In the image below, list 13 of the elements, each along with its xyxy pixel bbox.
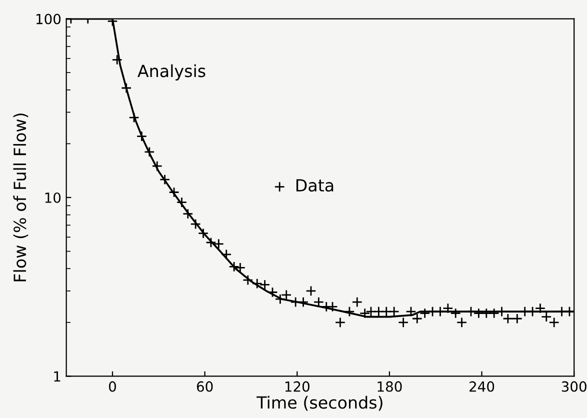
x-tick-label: 300 bbox=[562, 381, 586, 392]
series-label: Analysis bbox=[138, 64, 206, 80]
x-tick-label: 0 bbox=[108, 381, 116, 392]
x-tick-label: 180 bbox=[378, 381, 402, 392]
x-axis-title: Time (seconds) bbox=[256, 396, 382, 411]
x-tick-label: 120 bbox=[285, 381, 310, 392]
legend-label: Data bbox=[296, 179, 334, 192]
y-tick-label: 100 bbox=[36, 14, 61, 24]
y-tick-label: 1 bbox=[54, 371, 60, 382]
y-tick-label: 10 bbox=[45, 192, 61, 203]
x-tick-label: 240 bbox=[470, 381, 494, 392]
y-axis-title: Flow (% of Full Flow) bbox=[13, 114, 28, 282]
x-tick-label: 60 bbox=[196, 381, 213, 392]
